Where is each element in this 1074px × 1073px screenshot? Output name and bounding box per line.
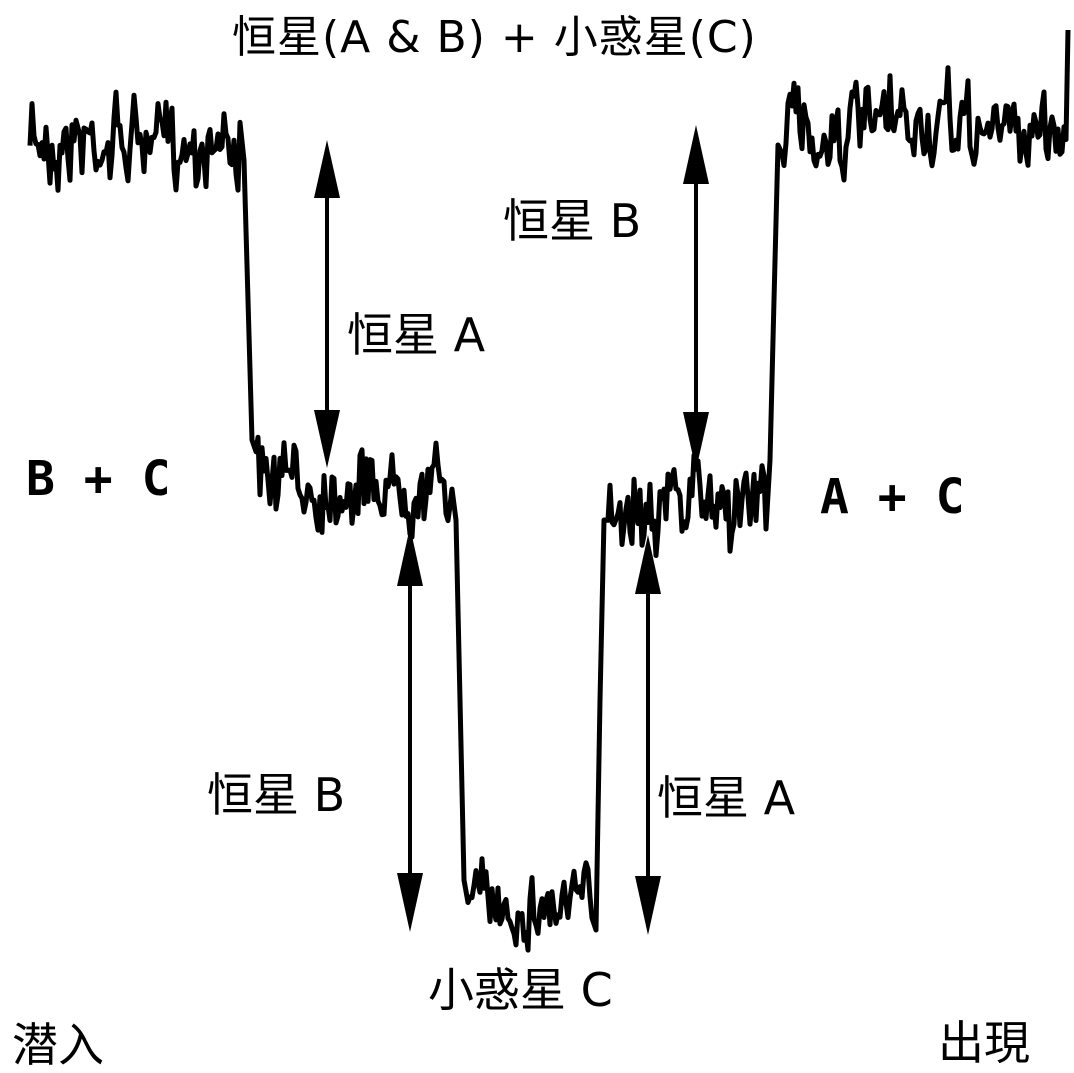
label-a-plus-c: A + C	[820, 469, 965, 525]
arrow-star-a-upper	[314, 140, 340, 468]
label-ingress: 潜入	[12, 1018, 104, 1072]
label-egress: 出現	[938, 1016, 1030, 1070]
label-star-a-lower: 恒星 A	[657, 771, 796, 825]
label-star-a-upper: 恒星 A	[347, 308, 486, 362]
diagram-title: 恒星(A & B) + 小惑星(C)	[232, 12, 757, 63]
label-asteroid-c: 小惑星 C	[428, 963, 613, 1017]
arrow-star-b-lower	[397, 527, 423, 932]
arrow-star-b-upper	[683, 125, 709, 470]
label-star-b-lower: 恒星 B	[207, 768, 346, 822]
light-curve	[27, 29, 1071, 953]
arrow-star-a-lower	[635, 535, 661, 935]
label-b-plus-c: B + C	[26, 451, 171, 507]
label-star-b-upper: 恒星 B	[503, 194, 642, 248]
